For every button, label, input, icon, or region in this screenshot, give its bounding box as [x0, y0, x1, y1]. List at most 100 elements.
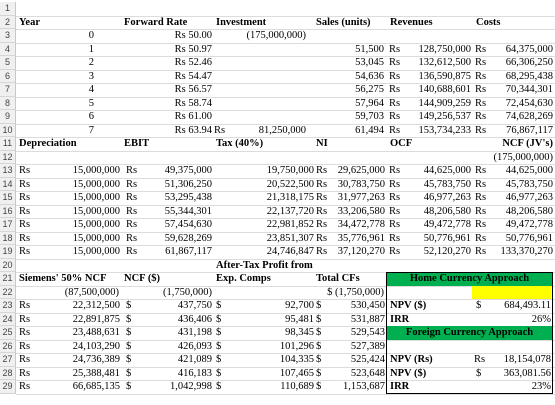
- currency-label[interactable]: Rs: [19, 340, 31, 352]
- ocf-cell[interactable]: 48,206,580: [423, 205, 471, 217]
- exp-comps-cell[interactable]: 98,345: [285, 327, 314, 338]
- currency-label[interactable]: $: [216, 327, 222, 338]
- currency-label[interactable]: $: [316, 381, 322, 392]
- home-approach-header[interactable]: Home Currency Approach: [409, 273, 530, 284]
- sales-units-cell[interactable]: 56,275: [355, 84, 384, 95]
- ncf-jv-cell[interactable]: 133,370,270: [500, 246, 554, 257]
- ni-cell[interactable]: 30,783,750: [337, 178, 385, 190]
- revenues-cell[interactable]: 149,256,537: [418, 111, 472, 122]
- npv-rs-value[interactable]: 18,154,078: [503, 354, 551, 365]
- costs-cell[interactable]: 74,628,269: [505, 111, 553, 122]
- ncf-jv-cell[interactable]: (175,000,000): [493, 151, 554, 163]
- tax-cell[interactable]: 22,137,720: [266, 205, 314, 217]
- currency-label[interactable]: Rs: [126, 246, 138, 257]
- investment-cell[interactable]: 81,250,000: [258, 124, 306, 136]
- ni-cell[interactable]: 34,472,778: [337, 219, 385, 230]
- ncf-jv-cell[interactable]: 45,783,750: [505, 178, 553, 190]
- sales-units-header[interactable]: Sales (units): [316, 16, 371, 28]
- currency-label[interactable]: Rs: [389, 219, 401, 230]
- currency-label[interactable]: $: [126, 327, 132, 338]
- tax-header[interactable]: Tax (40%): [216, 138, 264, 149]
- siemens-ncf-cell[interactable]: 23,488,631: [72, 327, 120, 338]
- currency-label[interactable]: $: [316, 300, 322, 311]
- currency-label[interactable]: $: [316, 367, 322, 379]
- npv-rs-label[interactable]: NPV (Rs): [390, 354, 433, 365]
- currency-label[interactable]: Rs: [475, 178, 487, 190]
- total-cf-cell[interactable]: 527,389: [350, 340, 385, 352]
- depreciation-cell[interactable]: 15,000,000: [72, 178, 120, 190]
- currency-label[interactable]: Rs: [474, 354, 486, 365]
- ni-cell[interactable]: 31,977,263: [337, 192, 385, 203]
- row-header[interactable]: 24: [0, 312, 16, 326]
- row-header[interactable]: 15: [0, 191, 16, 205]
- ncf-jv-cell[interactable]: 44,625,000: [505, 165, 553, 176]
- currency-label[interactable]: Rs: [475, 246, 487, 257]
- row-header[interactable]: 9: [0, 110, 16, 124]
- revenues-cell[interactable]: 140,688,601: [418, 84, 472, 95]
- revenues-cell[interactable]: 132,612,500: [418, 57, 472, 68]
- npv-usd-foreign-value[interactable]: 363,081.56: [503, 367, 551, 379]
- sales-units-cell[interactable]: 54,636: [355, 70, 384, 82]
- currency-label[interactable]: Rs: [316, 192, 328, 203]
- ebit-cell[interactable]: 61,867,117: [165, 246, 212, 257]
- currency-label[interactable]: Rs: [475, 124, 487, 136]
- investment-header[interactable]: Investment: [216, 16, 267, 28]
- sales-units-cell[interactable]: 51,500: [355, 43, 384, 55]
- sales-units-cell[interactable]: 59,703: [355, 111, 384, 122]
- forward-rate-cell[interactable]: Rs 63.94: [174, 124, 212, 136]
- currency-label[interactable]: Rs: [389, 70, 401, 82]
- ocf-cell[interactable]: 44,625,000: [423, 165, 471, 176]
- depreciation-cell[interactable]: 15,000,000: [72, 219, 120, 230]
- currency-label[interactable]: Rs: [19, 367, 31, 379]
- currency-label[interactable]: Rs: [126, 232, 138, 244]
- ocf-cell[interactable]: 46,977,263: [423, 192, 471, 203]
- currency-label[interactable]: Rs: [389, 97, 401, 109]
- currency-label[interactable]: Rs: [19, 165, 31, 176]
- ebit-header[interactable]: EBIT: [124, 138, 150, 149]
- tax-cell[interactable]: 21,318,175: [266, 192, 314, 203]
- currency-label[interactable]: Rs: [126, 192, 138, 203]
- currency-label[interactable]: Rs: [475, 111, 487, 122]
- ni-cell[interactable]: 37,120,270: [337, 246, 385, 257]
- forward-rate-cell[interactable]: Rs 61.00: [174, 111, 212, 122]
- total-cf-cell[interactable]: 525,424: [350, 354, 385, 365]
- currency-label[interactable]: Rs: [389, 111, 401, 122]
- sales-units-cell[interactable]: 61,494: [355, 124, 384, 136]
- ebit-cell[interactable]: 49,375,000: [164, 165, 212, 176]
- row-header[interactable]: 28: [0, 366, 16, 380]
- currency-label[interactable]: Rs: [389, 43, 401, 55]
- revenues-cell[interactable]: 153,734,233: [418, 124, 472, 136]
- ebit-cell[interactable]: 59,628,269: [164, 232, 212, 244]
- ocf-cell[interactable]: 50,776,961: [423, 232, 471, 244]
- currency-label[interactable]: $: [126, 354, 132, 365]
- siemens-ncf-cell[interactable]: 22,312,500: [72, 300, 120, 311]
- year-header[interactable]: Year: [19, 16, 40, 28]
- exp-comps-cell[interactable]: 92,700: [285, 300, 314, 311]
- currency-label[interactable]: $: [476, 300, 482, 311]
- currency-label[interactable]: Rs: [126, 205, 138, 217]
- currency-label[interactable]: Rs: [316, 232, 328, 244]
- forward-rate-cell[interactable]: Rs 58.74: [174, 97, 212, 109]
- currency-label[interactable]: Rs: [316, 219, 328, 230]
- costs-cell[interactable]: 64,375,000: [505, 43, 553, 55]
- currency-label[interactable]: Rs: [19, 327, 31, 338]
- ebit-cell[interactable]: 57,454,630: [164, 219, 212, 230]
- costs-header[interactable]: Costs: [476, 16, 501, 28]
- currency-label[interactable]: Rs: [475, 84, 487, 95]
- ncf-usd-cell[interactable]: 426,093: [177, 340, 212, 352]
- year-cell[interactable]: 4: [88, 84, 94, 95]
- currency-label[interactable]: Rs: [19, 232, 31, 244]
- total-cfs-header[interactable]: Total CFs: [316, 273, 360, 284]
- row-header[interactable]: 25: [0, 326, 16, 340]
- sales-units-cell[interactable]: 53,045: [355, 57, 384, 68]
- ocf-cell[interactable]: 49,472,778: [423, 219, 471, 230]
- tax-cell[interactable]: 23,851,307: [266, 232, 314, 244]
- currency-label[interactable]: $: [216, 300, 222, 311]
- currency-label[interactable]: Rs: [475, 165, 487, 176]
- total-cf-cell[interactable]: 529,543: [350, 327, 385, 338]
- row-header[interactable]: 12: [0, 150, 16, 164]
- revenues-cell[interactable]: 136,590,875: [418, 70, 472, 82]
- currency-label[interactable]: $: [476, 367, 482, 379]
- costs-cell[interactable]: 76,867,117: [506, 124, 553, 136]
